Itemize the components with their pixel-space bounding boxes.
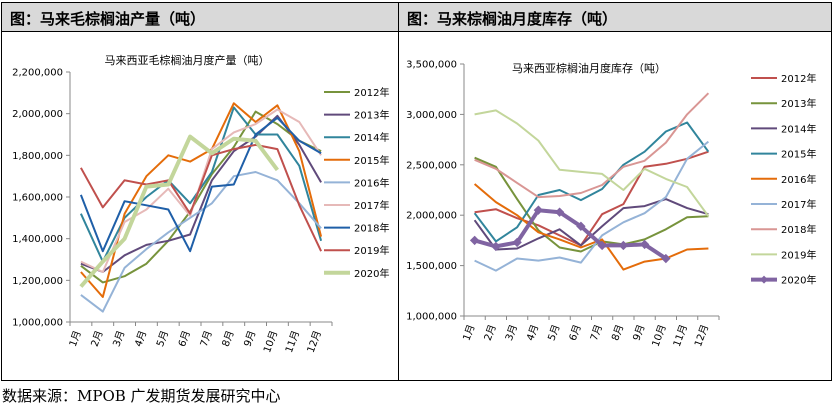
legend-label-2018年: 2018年 <box>354 222 389 235</box>
legend-label-2020年: 2020年 <box>781 274 816 287</box>
series-line-2020年 <box>474 208 668 261</box>
x-tick-label: 2月 <box>482 323 499 342</box>
production-chart: 马来西亚毛棕榈油月度产量（吨） 1,000,000 1,200,000 1,400,0… <box>12 53 389 354</box>
x-tick-label: 5月 <box>546 323 563 342</box>
series-point <box>491 241 501 252</box>
x-tick-label: 7月 <box>198 329 215 348</box>
series-line-2013年 <box>474 156 709 253</box>
chart-title: 马来西亚毛棕榈油月度产量（吨） <box>105 53 270 67</box>
x-tick-label: 10月 <box>261 329 280 354</box>
legend-label-2019年: 2019年 <box>781 248 816 261</box>
legend-label-2013年: 2013年 <box>354 109 389 122</box>
x-tick-label: 3月 <box>503 323 520 342</box>
legend-label-2016年: 2016年 <box>781 173 816 186</box>
source-note: 数据来源：MPOB 广发期货发展研究中心 <box>2 387 281 405</box>
y-tick-label: 1,400,000 <box>12 234 63 245</box>
legend-label-2012年: 2012年 <box>354 86 389 99</box>
legend-label-2017年: 2017年 <box>354 199 389 212</box>
y-tick-label: 1,200,000 <box>12 276 63 287</box>
legend-label-2020年: 2020年 <box>354 267 389 280</box>
legend-label-2014年: 2014年 <box>781 122 816 135</box>
series-point <box>533 205 544 215</box>
chart-title: 马来西亚棕榈油月度库存（吨） <box>512 61 666 75</box>
legend-label-2018年: 2018年 <box>781 223 816 236</box>
y-tick-label: 1,000,000 <box>12 318 63 329</box>
x-tick-label: 12月 <box>305 329 324 354</box>
series-line-2020年 <box>79 134 280 288</box>
x-tick-label: 3月 <box>111 329 128 348</box>
x-tick-label: 9月 <box>242 329 259 348</box>
series-point <box>512 237 522 248</box>
legend-label-2015年: 2015年 <box>781 148 816 161</box>
legend-label-2012年: 2012年 <box>781 72 816 85</box>
series-line-2012年 <box>80 110 322 284</box>
legend-marker <box>760 275 768 284</box>
y-tick-label: 1,600,000 <box>12 193 63 204</box>
series-line-2019年 <box>80 143 323 252</box>
x-tick-label: 12月 <box>692 323 711 348</box>
left-chart-header: 图：马来毛棕榈油产量（吨） <box>2 3 398 32</box>
series-point <box>618 240 629 251</box>
legend-label-2013年: 2013年 <box>781 97 816 110</box>
right-chart-header: 图：马来棕榈油月度库存（吨） <box>399 3 831 32</box>
y-tick-label: 3,500,000 <box>406 60 457 71</box>
y-tick-label: 1,800,000 <box>12 151 63 162</box>
right-chart-header-text: 图：马来棕榈油月度库存（吨） <box>407 10 618 28</box>
y-tick-label: 1,000,000 <box>406 312 457 323</box>
series-point <box>661 253 671 264</box>
y-tick-label: 1,500,000 <box>406 261 457 272</box>
inventory-chart: 马来西亚棕榈油月度库存（吨） 1,000,000 1,500,000 2,000,00… <box>406 60 816 349</box>
x-tick-label: 8月 <box>609 323 626 342</box>
series-line-2015年 <box>80 102 323 298</box>
series-point <box>469 235 480 246</box>
series-point <box>576 221 586 231</box>
series-point <box>597 240 607 251</box>
series-line-2018年 <box>474 92 710 199</box>
left-chart-header-text: 图：马来毛棕榈油产量（吨） <box>10 10 206 28</box>
x-tick-label: 11月 <box>283 329 302 354</box>
x-tick-label: 4月 <box>524 323 541 342</box>
x-tick-label: 2月 <box>89 329 106 348</box>
x-tick-label: 5月 <box>154 329 171 348</box>
x-tick-label: 8月 <box>220 329 237 348</box>
series-point <box>639 239 650 250</box>
legend-label-2015年: 2015年 <box>354 154 389 167</box>
series-line-2018年 <box>79 116 322 253</box>
x-tick-label: 6月 <box>176 329 193 348</box>
series-line-2012年 <box>474 150 709 247</box>
x-tick-label: 10月 <box>650 323 669 348</box>
series-line-2019年 <box>474 109 710 217</box>
x-tick-label: 1月 <box>461 323 478 342</box>
series-point <box>554 207 565 217</box>
x-tick-label: 1月 <box>67 329 84 348</box>
legend-label-2017年: 2017年 <box>781 198 816 211</box>
y-tick-label: 2,200,000 <box>12 68 63 79</box>
y-tick-label: 3,000,000 <box>406 110 457 121</box>
legend-label-2019年: 2019年 <box>354 244 389 257</box>
x-tick-label: 9月 <box>631 323 648 342</box>
x-tick-label: 4月 <box>132 329 149 348</box>
y-tick-label: 2,000,000 <box>12 109 63 120</box>
x-tick-label: 11月 <box>671 323 690 348</box>
series-line-2016年 <box>473 183 709 271</box>
y-tick-label: 2,000,000 <box>406 211 457 222</box>
legend-label-2016年: 2016年 <box>354 176 389 189</box>
legend-label-2014年: 2014年 <box>354 131 389 144</box>
series-line-2017年 <box>474 140 710 272</box>
x-tick-label: 6月 <box>567 323 584 342</box>
left-chart-panel: 图：马来毛棕榈油产量（吨） 马来西亚毛棕榈油月度产量（吨） 1,000,000 1,… <box>1 2 399 381</box>
series-line-2015年 <box>473 121 710 243</box>
right-chart-panel: 图：马来棕榈油月度库存（吨） 马来西亚棕榈油月度库存（吨） 1,000,000 1,… <box>399 2 832 381</box>
series-line-2016年 <box>80 171 322 313</box>
x-tick-label: 7月 <box>588 323 605 342</box>
y-tick-label: 2,500,000 <box>406 160 457 171</box>
